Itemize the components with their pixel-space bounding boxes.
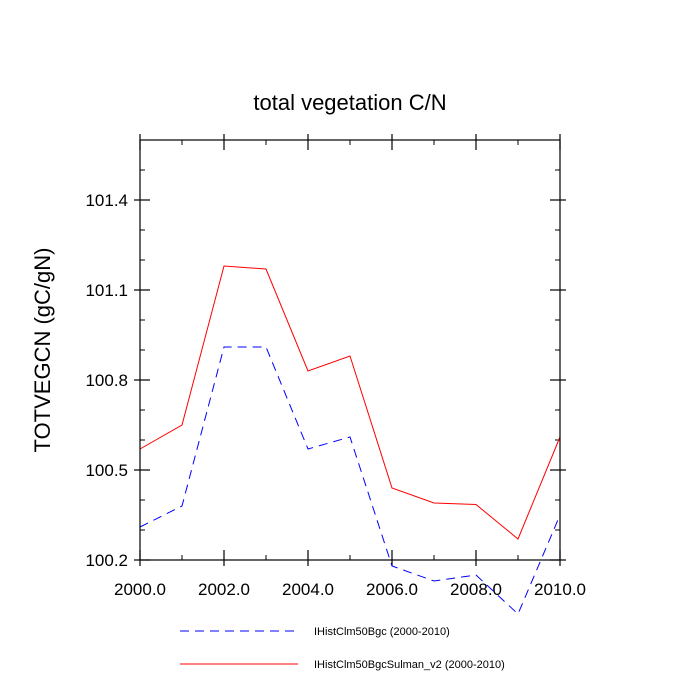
- y-axis-label: TOTVEGCN (gC/gN): [30, 248, 55, 453]
- series-line-1: [139, 346, 561, 615]
- legend: IHistClm50Bgc (2000-2010) IHistClm50BgcSu…: [180, 626, 505, 671]
- y-tick-label: 101.4: [85, 191, 128, 210]
- x-tick-label: 2006.0: [366, 580, 418, 599]
- x-tick-label: 2002.0: [198, 580, 250, 599]
- y-tick-label: 100.2: [85, 551, 128, 570]
- y-tick-label: 100.5: [85, 461, 128, 480]
- y-tick-label: 100.8: [85, 371, 128, 390]
- x-tick-label: 2004.0: [282, 580, 334, 599]
- series-line-2: [139, 265, 561, 540]
- x-axis: 2000.0 2002.0 2004.0 2006.0 2008.0 2010.0: [114, 134, 586, 599]
- x-tick-label: 2000.0: [114, 580, 166, 599]
- x-tick-label: 2010.0: [534, 580, 586, 599]
- y-axis: 100.2 100.5 100.8 101.1 101.4: [85, 139, 566, 570]
- legend-label-2: IHistClm50BgcSulman_v2 (2000-2010): [314, 659, 505, 671]
- x-tick-label: 2008.0: [450, 580, 502, 599]
- chart-title: total vegetation C/N: [253, 90, 446, 115]
- y-tick-label: 101.1: [85, 281, 128, 300]
- plot-frame: [139, 139, 561, 561]
- legend-label-1: IHistClm50Bgc (2000-2010): [314, 626, 450, 638]
- series-lines: [139, 265, 561, 615]
